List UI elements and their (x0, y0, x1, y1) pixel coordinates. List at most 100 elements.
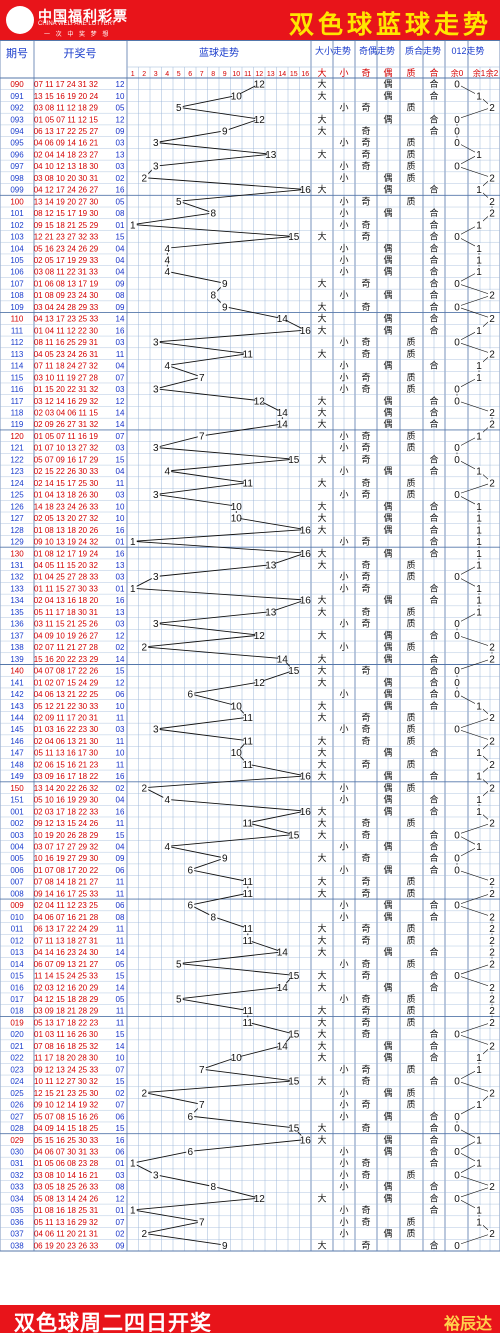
red-balls-cell: 01 15 20 22 31 32 (34, 385, 99, 394)
prime-mark: 合 (429, 700, 438, 711)
size-mark: 小 (339, 842, 348, 852)
issue-cell: 034 (10, 1194, 24, 1203)
parity-mark: 奇 (361, 571, 370, 582)
blue-ball-mask (128, 1204, 137, 1215)
header-banner: 中国福利彩票 CHINA WELFARE LOTTERY 一 次 中 奖 梦 想… (0, 0, 500, 40)
blue-ball-mask (186, 1111, 195, 1122)
parity-mark: 奇 (361, 1075, 370, 1086)
blue-ball-mask (186, 1146, 195, 1157)
size-mark: 小 (339, 384, 348, 394)
blue-ball-cell: 08 (116, 209, 125, 218)
mod-mask (475, 360, 483, 371)
issue-cell: 029 (10, 1136, 24, 1145)
prime-mark: 质 (406, 442, 415, 453)
issue-cell: 099 (10, 186, 24, 195)
blue-ball-cell: 05 (116, 995, 125, 1004)
blue-ball-mask (243, 712, 252, 723)
mod-mask (453, 336, 461, 347)
blue-ball-mask (301, 1134, 310, 1145)
mod-mask (453, 1169, 461, 1180)
prime-mark: 合 (429, 665, 438, 676)
blue-ball-mark: 8 (210, 912, 216, 923)
parity-mark: 奇 (361, 852, 370, 863)
parity-mark: 奇 (361, 489, 370, 500)
blue-ball-cell: 16 (116, 549, 125, 558)
red-balls-cell: 02 04 13 16 18 20 (34, 596, 99, 605)
page-title: 双色球蓝球走势 (288, 10, 492, 39)
mod-mask (453, 160, 461, 171)
blue-ball-cell: 11 (116, 819, 125, 828)
blue-ball-cell: 05 (116, 104, 125, 113)
prime-mark: 质 (406, 1099, 415, 1110)
blue-ball-mark: 5 (176, 197, 182, 208)
blue-ball-cell: 03 (116, 491, 125, 500)
red-balls-cell: 15 16 20 22 23 29 (34, 655, 99, 664)
red-balls-cell: 02 04 06 13 21 30 (34, 737, 99, 746)
mod-mark: 1 (476, 373, 482, 384)
size-mark: 小 (339, 1182, 348, 1192)
issue-cell: 035 (10, 1206, 24, 1215)
red-balls-cell: 06 07 09 13 21 27 (34, 960, 99, 969)
mod-mark: 2 (489, 713, 495, 724)
blue-ball-mark: 6 (187, 1147, 193, 1158)
mod-mask (488, 1040, 496, 1051)
blue-ball-mark: 4 (164, 842, 170, 853)
mod-mask (475, 90, 483, 101)
mod-mask (488, 641, 496, 652)
prime-mark: 质 (406, 430, 415, 441)
blue-ball-cell: 06 (116, 1112, 125, 1121)
blue-ball-mask (128, 1158, 137, 1169)
blue-ball-mark: 3 (153, 162, 159, 173)
red-balls-cell: 03 05 18 25 26 33 (34, 1183, 99, 1192)
blue-ball-mark: 2 (141, 1088, 147, 1099)
mod-mark: 2 (489, 889, 495, 900)
red-balls-cell: 09 12 13 24 25 33 (34, 1065, 99, 1074)
mod-mask (453, 1028, 461, 1039)
blue-ball-cell: 04 (116, 843, 125, 852)
mod-mark: 1 (476, 1100, 482, 1111)
mod-mark: 2 (489, 819, 495, 830)
blue-ball-mark: 4 (164, 256, 170, 267)
blue-ball-cell: 11 (116, 479, 125, 488)
size-mark: 小 (339, 208, 348, 218)
mod-mark: 1 (476, 607, 482, 618)
blue-ball-cell: 11 (116, 889, 125, 898)
blue-ball-mark: 1 (130, 1159, 136, 1170)
mod-trend-line (456, 83, 493, 1246)
logo-slogan: 一 次 中 奖 梦 想 (44, 32, 111, 38)
mod-mark: 0 (454, 1124, 460, 1135)
blue-ball-mark: 9 (222, 126, 228, 137)
blue-ball-mark: 8 (210, 209, 216, 220)
issue-cell: 141 (10, 678, 24, 687)
issue-cell: 012 (10, 936, 24, 945)
mod-mark: 1 (476, 537, 482, 548)
red-balls-cell: 06 13 17 22 24 29 (34, 925, 99, 934)
blue-ball-mark: 10 (231, 748, 243, 759)
blue-ball-mask (289, 1075, 298, 1086)
prime-mark: 合 (429, 747, 438, 758)
parity-mark: 奇 (361, 758, 370, 769)
issue-cell: 015 (10, 972, 24, 981)
size-mark: 大 (317, 1052, 326, 1063)
mod-mark: 0 (454, 232, 460, 243)
mod-mark: 0 (454, 725, 460, 736)
header-mod2: 余2 (486, 68, 499, 78)
red-balls-cell: 01 08 09 23 24 30 (34, 291, 99, 300)
red-balls-cell: 09 14 16 17 25 33 (34, 889, 99, 898)
size-mark: 大 (317, 1239, 326, 1250)
issue-cell: 022 (10, 1054, 24, 1063)
blue-ball-cell: 15 (116, 1124, 125, 1133)
mod-mask (488, 1181, 496, 1192)
mod-mark: 1 (476, 1217, 482, 1228)
red-balls-cell: 03 08 11 12 18 29 (34, 104, 98, 113)
size-mark: 小 (339, 642, 348, 652)
blue-ball-cell: 10 (116, 92, 125, 101)
mod-mark: 1 (476, 326, 482, 337)
blue-ball-mask (255, 114, 264, 125)
blue-ball-cell: 11 (116, 936, 125, 945)
blue-ball-cell: 09 (116, 279, 125, 288)
size-mark: 小 (339, 900, 348, 910)
size-mark: 大 (317, 1028, 326, 1039)
blue-ball-mark: 11 (243, 478, 254, 489)
red-balls-cell: 01 05 07 11 12 15 (34, 115, 98, 124)
